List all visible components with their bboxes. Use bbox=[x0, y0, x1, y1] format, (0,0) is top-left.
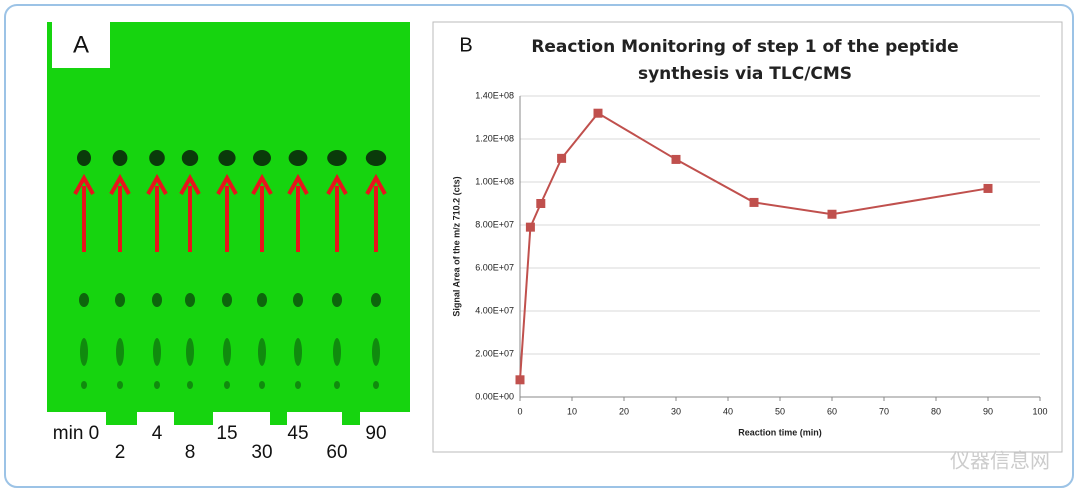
plate-tab bbox=[342, 412, 360, 425]
lane-label: 15 bbox=[216, 423, 237, 444]
spot bbox=[295, 381, 301, 389]
spot bbox=[223, 338, 231, 366]
x-tick-label: 70 bbox=[879, 406, 889, 416]
watermark: 仪器信息网 bbox=[950, 449, 1050, 472]
label-box bbox=[52, 22, 110, 68]
lane-label: 2 bbox=[115, 442, 126, 463]
arrow-head bbox=[73, 173, 95, 195]
spot bbox=[218, 150, 236, 166]
spot bbox=[371, 293, 381, 307]
y-tick-label: 4.00E+07 bbox=[475, 305, 514, 315]
spot bbox=[332, 293, 342, 307]
y-tick-label: 8.00E+07 bbox=[475, 219, 514, 229]
spot bbox=[293, 293, 303, 307]
x-tick-label: 40 bbox=[723, 406, 733, 416]
lane-label: 30 bbox=[251, 442, 272, 463]
x-tick-label: 50 bbox=[775, 406, 785, 416]
spot bbox=[115, 293, 125, 307]
spot bbox=[80, 338, 88, 366]
spot bbox=[185, 293, 195, 307]
spot bbox=[333, 338, 341, 366]
arrow-head bbox=[251, 173, 273, 195]
spot bbox=[79, 293, 89, 307]
arrow-head bbox=[216, 173, 238, 195]
x-tick-label: 100 bbox=[1032, 406, 1047, 416]
lane-label: 45 bbox=[287, 423, 308, 444]
y-tick-label: 6.00E+07 bbox=[475, 262, 514, 272]
spot bbox=[187, 381, 193, 389]
data-point bbox=[593, 108, 603, 118]
chart-title: Reaction Monitoring of step 1 of the pep… bbox=[531, 37, 959, 84]
spot bbox=[181, 150, 199, 166]
spot bbox=[81, 381, 87, 389]
arrow-head bbox=[365, 173, 387, 195]
data-point bbox=[557, 153, 567, 163]
spot bbox=[257, 293, 267, 307]
spot bbox=[186, 338, 194, 366]
spot bbox=[152, 293, 162, 307]
y-tick-label: 1.40E+08 bbox=[475, 90, 514, 100]
data-point bbox=[515, 375, 525, 385]
arrow-head bbox=[287, 173, 309, 195]
x-tick-label: 20 bbox=[619, 406, 629, 416]
plate-tab bbox=[270, 412, 287, 425]
spot bbox=[373, 381, 379, 389]
arrow-head bbox=[326, 173, 348, 195]
y-tick-label: 1.20E+08 bbox=[475, 133, 514, 143]
spot bbox=[224, 381, 230, 389]
spot bbox=[327, 150, 347, 166]
x-tick-label: 80 bbox=[931, 406, 941, 416]
spot bbox=[365, 150, 387, 166]
data-point bbox=[525, 222, 535, 232]
spot bbox=[334, 381, 340, 389]
spot bbox=[117, 381, 123, 389]
y-tick-label: 1.00E+08 bbox=[475, 176, 514, 186]
y-tick-label: 2.00E+07 bbox=[475, 348, 514, 358]
x-tick-label: 90 bbox=[983, 406, 993, 416]
spot bbox=[259, 381, 265, 389]
x-tick-label: 10 bbox=[567, 406, 577, 416]
data-point bbox=[749, 197, 759, 207]
x-tick-label: 60 bbox=[827, 406, 837, 416]
plate-tab bbox=[106, 412, 137, 425]
spot bbox=[222, 293, 232, 307]
data-point bbox=[827, 209, 837, 219]
arrow-head bbox=[179, 173, 201, 195]
spot bbox=[372, 338, 380, 366]
spot bbox=[149, 150, 165, 166]
chart-box bbox=[432, 21, 1063, 453]
lane-label: 8 bbox=[185, 442, 196, 463]
spot bbox=[153, 338, 161, 366]
panel-label: A bbox=[73, 31, 89, 58]
spot bbox=[116, 338, 124, 366]
lane-label: 90 bbox=[365, 423, 386, 444]
lane-label: 60 bbox=[326, 442, 347, 463]
lane-label: 4 bbox=[152, 423, 163, 444]
data-point bbox=[983, 183, 993, 193]
panel-label: B bbox=[459, 34, 472, 56]
spot bbox=[258, 338, 266, 366]
spot bbox=[77, 150, 91, 166]
spot bbox=[294, 338, 302, 366]
arrow-head bbox=[109, 173, 131, 195]
spot bbox=[154, 381, 160, 389]
y-tick-label: 0.00E+00 bbox=[475, 391, 514, 401]
x-axis-label: Reaction time (min) bbox=[738, 427, 822, 437]
x-tick-label: 0 bbox=[517, 406, 522, 416]
x-tick-label: 30 bbox=[671, 406, 681, 416]
spot bbox=[288, 150, 308, 166]
plate-tab bbox=[174, 412, 213, 425]
lane-label: min 0 bbox=[53, 423, 99, 444]
y-axis-label: Signal Area of the m/z 710.2 (cts) bbox=[451, 176, 461, 316]
arrow-head bbox=[146, 173, 168, 195]
data-point bbox=[536, 199, 546, 208]
spot bbox=[112, 150, 128, 166]
spot bbox=[253, 150, 271, 166]
data-point bbox=[671, 154, 681, 164]
